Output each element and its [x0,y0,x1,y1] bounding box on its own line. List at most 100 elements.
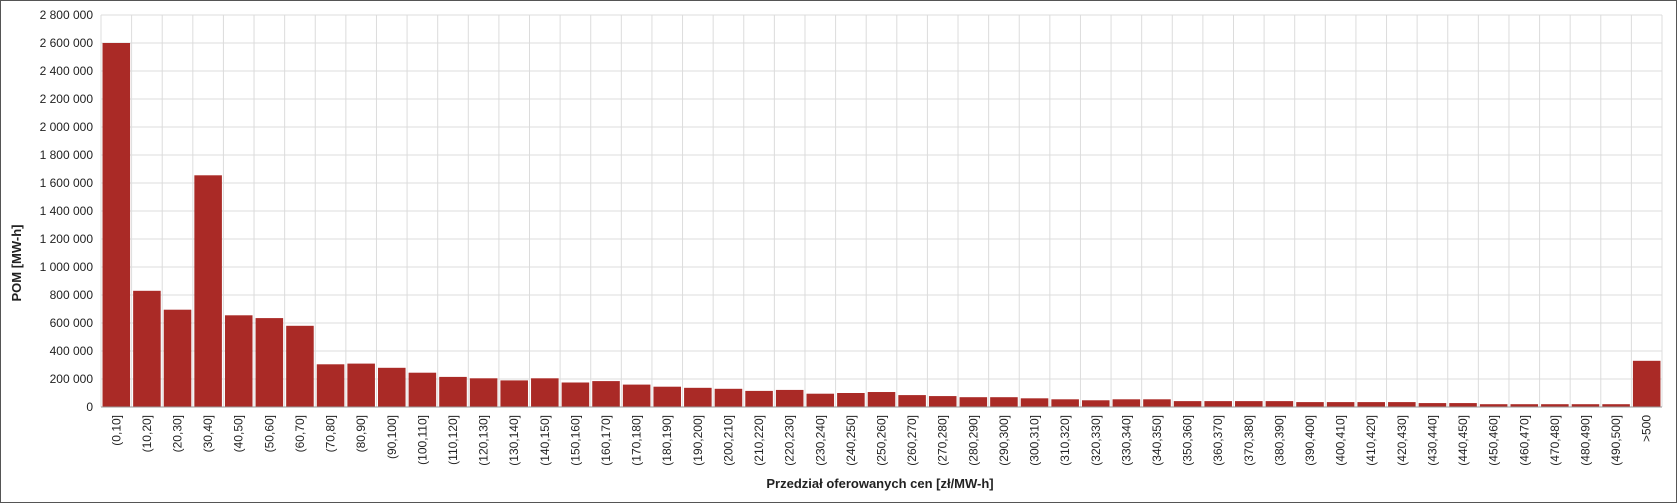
bar [500,380,528,407]
bar [1602,404,1630,407]
bar [928,396,957,407]
bar [102,43,131,407]
y-tick-label: 1 200 000 [40,232,94,246]
y-axis-title: POM [MW-h] [9,225,24,302]
y-tick-label: 0 [86,400,93,414]
bar [316,364,345,407]
x-tick-label: (240,250] [844,415,858,466]
bar [1510,404,1539,407]
bar [224,315,253,407]
bar [1541,404,1569,407]
bar [653,386,682,407]
x-tick-label: (130,140] [507,415,521,466]
x-tick-label: (20,30] [171,415,185,452]
bar [837,393,865,407]
bar [714,388,743,407]
x-tick-label: (10,20] [140,415,154,452]
x-tick-label: (170,180] [630,415,644,466]
x-tick-label: >500 [1640,415,1654,442]
x-tick-label: (390,400] [1303,415,1317,466]
bar [1418,403,1447,407]
bar [1632,360,1661,407]
bar [1235,401,1263,407]
bar [1479,404,1508,407]
x-tick-label: (270,280] [936,415,950,466]
y-tick-label: 2 000 000 [40,120,94,134]
bar [745,390,773,407]
x-tick-label: (220,230] [783,415,797,466]
y-tick-label: 1 600 000 [40,176,94,190]
x-tick-label: (140,150] [538,415,552,466]
bar [898,395,926,407]
bar [1388,402,1416,407]
x-tick-label: (330,340] [1119,415,1133,466]
bar [684,387,712,407]
x-tick-label: (360,370] [1211,415,1225,466]
bar [867,392,896,407]
x-tick-label: (80,90] [354,415,368,452]
x-tick-label: (70,80] [324,415,338,452]
bar [1265,401,1294,407]
x-tick-label: (370,380] [1242,415,1256,466]
bar [1112,399,1141,407]
x-tick-label: (480,490] [1578,415,1592,466]
bar [775,389,804,407]
y-tick-label: 2 400 000 [40,64,94,78]
bar [1449,403,1477,407]
x-tick-label: (30,40] [201,415,215,452]
y-tick-label: 2 200 000 [40,92,94,106]
bar [1326,402,1355,407]
x-tick-label: (350,360] [1181,415,1195,466]
y-tick-label: 800 000 [50,288,94,302]
bar [133,290,161,407]
x-tick-label: (300,310] [1028,415,1042,466]
x-tick-label: (460,470] [1517,415,1531,466]
y-tick-label: 2 800 000 [40,8,94,22]
x-tick-label: (470,480] [1548,415,1562,466]
y-tick-label: 600 000 [50,316,94,330]
x-tick-label: (310,320] [1058,415,1072,466]
bar [959,397,988,407]
bar [1173,401,1202,407]
x-tick-label: (420,430] [1395,415,1409,466]
bar [622,384,651,407]
x-tick-label: (190,200] [691,415,705,466]
y-tick-label: 1 400 000 [40,204,94,218]
bar [1081,400,1110,407]
y-tick-label: 2 600 000 [40,36,94,50]
bar [194,175,222,407]
bar [378,367,406,407]
x-tick-label: (160,170] [599,415,613,466]
x-tick-label: (290,300] [997,415,1011,466]
x-tick-label: (230,240] [813,415,827,466]
x-tick-label: (50,60] [262,415,276,452]
x-tick-label: (200,210] [721,415,735,466]
x-tick-label: (490,500] [1609,415,1623,466]
x-axis-title: Przedział oferowanych cen [zł/MW-h] [766,476,993,491]
x-tick-label: (40,50] [232,415,246,452]
bar [163,309,192,407]
y-tick-label: 1 000 000 [40,260,94,274]
bar [806,393,835,407]
bar [1571,404,1600,407]
x-tick-label: (410,420] [1364,415,1378,466]
y-tick-label: 200 000 [50,372,94,386]
x-tick-label: (0,10] [109,415,123,446]
bar [469,378,498,407]
bar [561,382,590,407]
bar [592,381,620,407]
bar [1296,402,1324,407]
bar [1020,398,1049,407]
x-tick-label: (440,450] [1456,415,1470,466]
x-tick-label: (100,110] [415,415,429,465]
x-tick-label: (210,220] [752,415,766,466]
x-tick-label: (380,390] [1272,415,1286,466]
bar [1051,399,1079,407]
bar [990,397,1018,407]
x-tick-label: (320,330] [1089,415,1103,466]
y-tick-label: 1 800 000 [40,148,94,162]
bar [1143,399,1171,407]
x-tick-label: (150,160] [568,415,582,466]
